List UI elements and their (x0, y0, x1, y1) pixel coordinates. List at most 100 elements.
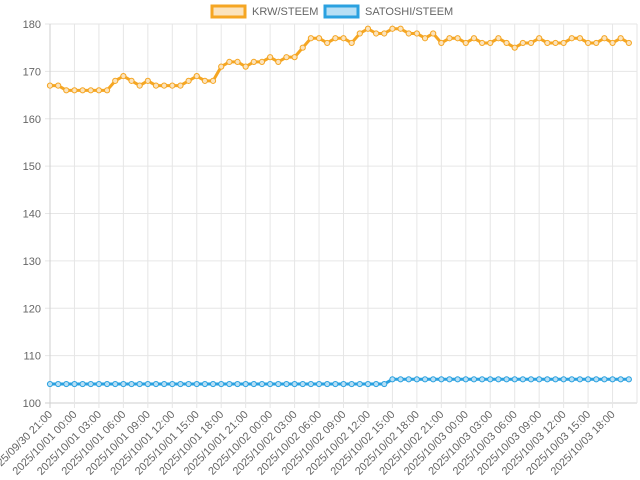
data-point[interactable] (584, 376, 592, 383)
data-point[interactable] (348, 39, 355, 47)
data-point[interactable] (324, 380, 331, 388)
data-point[interactable] (315, 380, 323, 388)
data-point[interactable] (177, 380, 184, 388)
data-point[interactable] (568, 376, 575, 383)
data-point[interactable] (55, 82, 62, 89)
data-point[interactable] (397, 25, 404, 32)
data-point[interactable] (340, 380, 347, 388)
data-point[interactable] (299, 380, 306, 388)
legend-item[interactable]: SATOSHI/STEEM (323, 4, 453, 19)
data-point[interactable] (495, 376, 502, 383)
data-point[interactable] (446, 35, 453, 42)
data-point[interactable] (568, 35, 575, 42)
data-point[interactable] (511, 44, 518, 51)
data-point[interactable] (625, 376, 632, 383)
data-point[interactable] (193, 73, 200, 80)
data-point[interactable] (242, 380, 249, 388)
data-point[interactable] (438, 376, 445, 383)
data-point[interactable] (177, 82, 184, 89)
data-point[interactable] (161, 82, 168, 89)
data-point[interactable] (283, 54, 290, 61)
data-point[interactable] (430, 376, 437, 383)
data-point[interactable] (576, 376, 584, 383)
data-point[interactable] (527, 39, 535, 47)
data-point[interactable] (283, 380, 290, 388)
data-point[interactable] (169, 82, 176, 89)
data-point[interactable] (405, 30, 412, 37)
data-point[interactable] (226, 380, 233, 388)
data-point[interactable] (112, 380, 119, 388)
data-point[interactable] (332, 35, 339, 42)
data-point[interactable] (103, 380, 111, 388)
data-point[interactable] (218, 380, 225, 388)
data-point[interactable] (413, 376, 420, 383)
data-point[interactable] (185, 380, 192, 388)
data-point[interactable] (617, 376, 624, 383)
data-point[interactable] (454, 35, 461, 42)
data-point[interactable] (332, 380, 339, 388)
data-point[interactable] (389, 376, 396, 383)
data-point[interactable] (152, 380, 160, 388)
legend-item[interactable]: KRW/STEEM (210, 4, 318, 19)
data-point[interactable] (209, 380, 217, 388)
data-point[interactable] (356, 380, 363, 388)
data-point[interactable] (307, 380, 314, 388)
data-point[interactable] (593, 376, 600, 383)
data-point[interactable] (275, 58, 282, 66)
data-point[interactable] (242, 63, 249, 70)
data-point[interactable] (487, 376, 494, 383)
data-point[interactable] (511, 376, 518, 383)
data-point[interactable] (495, 35, 502, 42)
data-point[interactable] (299, 44, 306, 51)
data-point[interactable] (71, 87, 78, 94)
data-point[interactable] (478, 376, 486, 383)
data-point[interactable] (536, 35, 543, 42)
data-point[interactable] (193, 380, 200, 388)
data-point[interactable] (291, 54, 298, 61)
data-point[interactable] (356, 30, 363, 37)
data-point[interactable] (364, 25, 372, 32)
data-point[interactable] (601, 35, 608, 42)
data-point[interactable] (112, 77, 119, 84)
data-point[interactable] (470, 376, 478, 383)
data-point[interactable] (234, 380, 241, 388)
data-point[interactable] (381, 30, 388, 37)
data-point[interactable] (446, 376, 453, 383)
data-point[interactable] (103, 87, 111, 94)
data-point[interactable] (87, 380, 94, 388)
data-point[interactable] (405, 376, 412, 383)
legend[interactable]: KRW/STEEM SATOSHI/STEEM (210, 4, 453, 19)
data-point[interactable] (63, 87, 70, 94)
data-point[interactable] (55, 380, 62, 388)
data-point[interactable] (381, 380, 388, 388)
data-point[interactable] (552, 376, 559, 383)
data-point[interactable] (209, 77, 217, 84)
data-point[interactable] (120, 73, 127, 80)
data-point[interactable] (519, 376, 526, 383)
data-point[interactable] (218, 63, 225, 70)
data-point[interactable] (601, 376, 608, 383)
data-point[interactable] (161, 380, 168, 388)
data-point[interactable] (462, 39, 469, 47)
data-point[interactable] (552, 39, 559, 47)
data-point[interactable] (544, 376, 551, 383)
data-point[interactable] (519, 39, 526, 47)
data-point[interactable] (503, 376, 510, 383)
data-point[interactable] (560, 39, 567, 47)
data-point[interactable] (79, 380, 86, 388)
data-point[interactable] (234, 58, 241, 66)
data-point[interactable] (609, 39, 616, 47)
data-point[interactable] (144, 380, 151, 388)
data-point[interactable] (324, 39, 331, 47)
data-point[interactable] (267, 54, 274, 61)
data-point[interactable] (226, 58, 233, 66)
data-point[interactable] (593, 39, 600, 47)
data-point[interactable] (87, 87, 94, 94)
data-point[interactable] (46, 380, 54, 388)
data-point[interactable] (348, 380, 355, 388)
data-point[interactable] (527, 376, 535, 383)
data-point[interactable] (120, 380, 127, 388)
data-point[interactable] (258, 58, 266, 66)
data-point[interactable] (503, 39, 510, 47)
data-point[interactable] (536, 376, 543, 383)
